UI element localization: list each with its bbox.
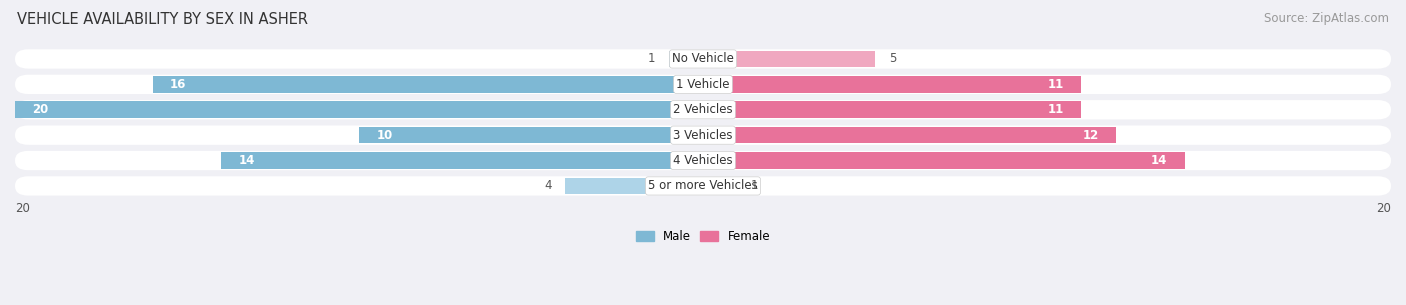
FancyBboxPatch shape: [15, 176, 1391, 196]
Bar: [703, 51, 875, 67]
Bar: [565, 178, 703, 194]
Text: VEHICLE AVAILABILITY BY SEX IN ASHER: VEHICLE AVAILABILITY BY SEX IN ASHER: [17, 12, 308, 27]
Text: 14: 14: [239, 154, 254, 167]
Text: No Vehicle: No Vehicle: [672, 52, 734, 66]
Bar: [703, 102, 1081, 118]
Text: 4 Vehicles: 4 Vehicles: [673, 154, 733, 167]
Bar: [359, 127, 703, 143]
Bar: [153, 76, 703, 93]
Text: 20: 20: [1376, 202, 1391, 215]
Text: 5 or more Vehicles: 5 or more Vehicles: [648, 179, 758, 192]
FancyBboxPatch shape: [15, 100, 1391, 119]
Bar: [703, 178, 737, 194]
Text: 5: 5: [889, 52, 896, 66]
Bar: [669, 51, 703, 67]
Text: 11: 11: [1047, 103, 1064, 116]
Bar: [15, 102, 703, 118]
Text: 14: 14: [1152, 154, 1167, 167]
Bar: [703, 152, 1185, 169]
Text: 1: 1: [647, 52, 655, 66]
Text: 2 Vehicles: 2 Vehicles: [673, 103, 733, 116]
Text: 20: 20: [32, 103, 48, 116]
Text: 11: 11: [1047, 78, 1064, 91]
Text: 3 Vehicles: 3 Vehicles: [673, 129, 733, 142]
Text: 1: 1: [751, 179, 759, 192]
FancyBboxPatch shape: [15, 75, 1391, 94]
FancyBboxPatch shape: [15, 49, 1391, 69]
Text: 1 Vehicle: 1 Vehicle: [676, 78, 730, 91]
Bar: [221, 152, 703, 169]
FancyBboxPatch shape: [15, 151, 1391, 170]
Bar: [703, 127, 1116, 143]
Text: 12: 12: [1083, 129, 1098, 142]
Text: 20: 20: [15, 202, 30, 215]
FancyBboxPatch shape: [15, 125, 1391, 145]
Text: 4: 4: [544, 179, 551, 192]
Text: Source: ZipAtlas.com: Source: ZipAtlas.com: [1264, 12, 1389, 25]
Text: 16: 16: [170, 78, 186, 91]
Bar: [703, 76, 1081, 93]
Text: 10: 10: [377, 129, 392, 142]
Legend: Male, Female: Male, Female: [631, 225, 775, 248]
